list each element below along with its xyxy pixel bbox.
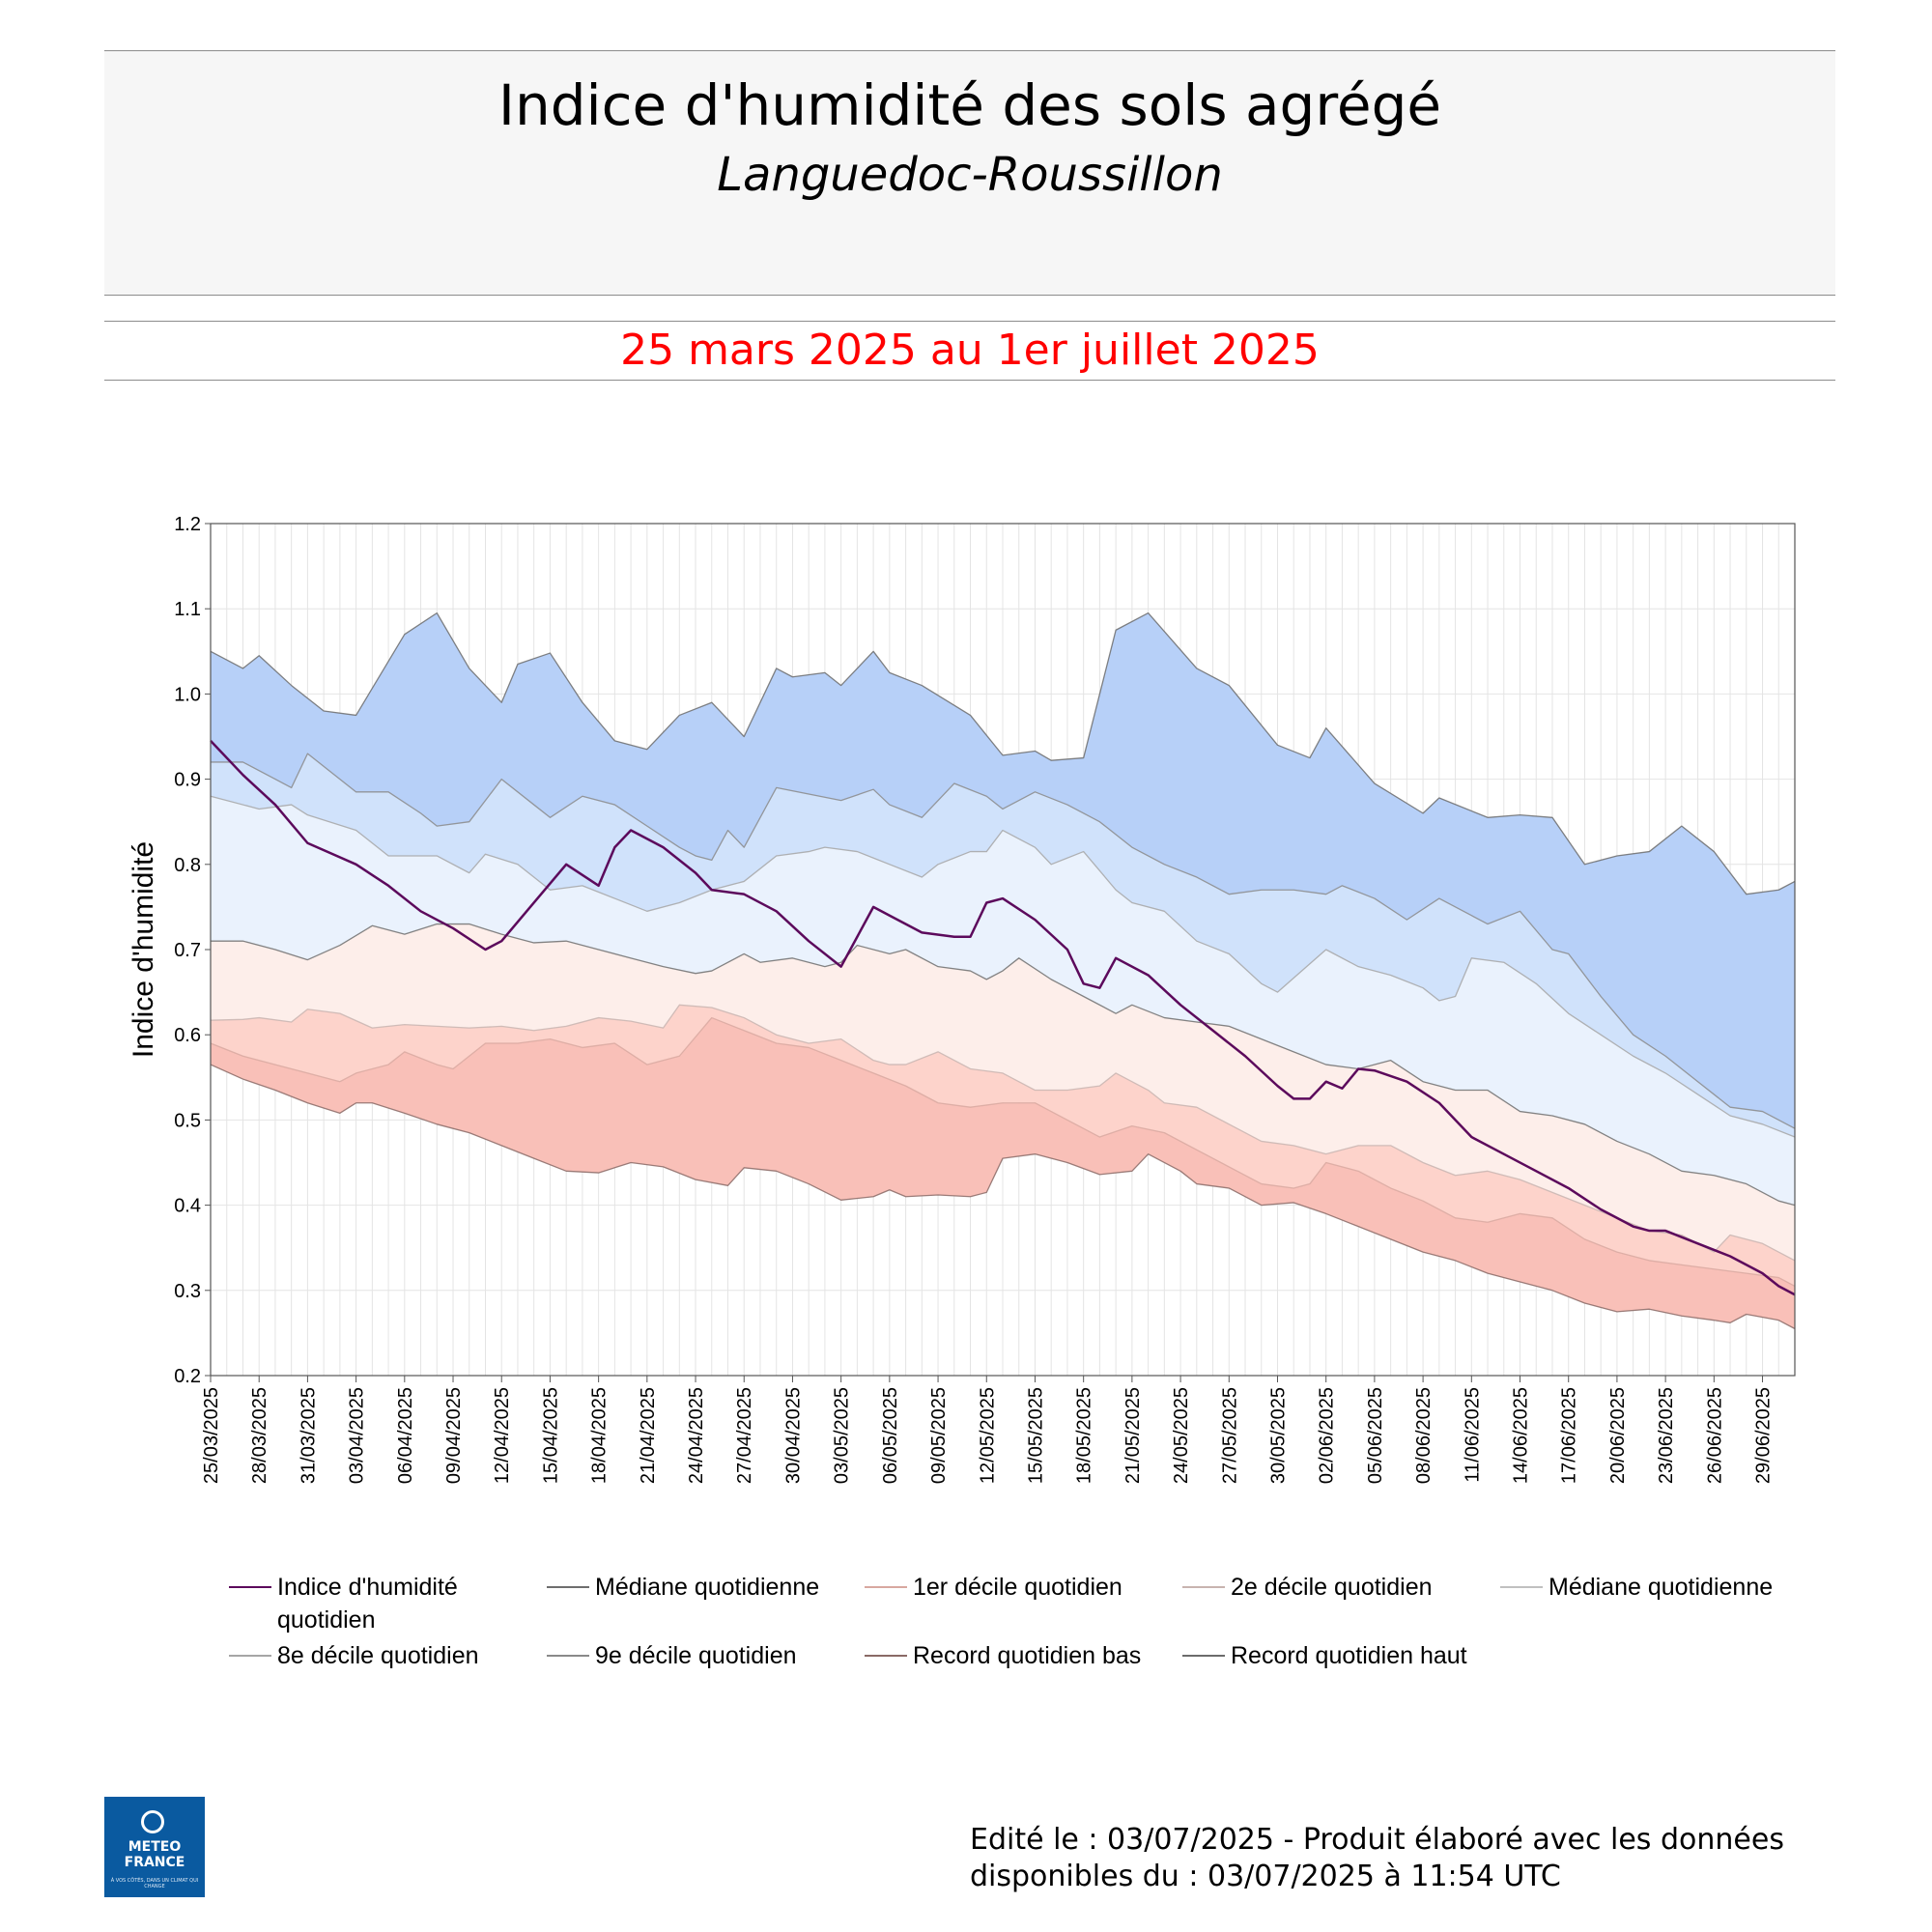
y-tick-label: 0.6 (174, 1025, 201, 1046)
chart-subtitle: Languedoc-Roussillon (717, 148, 1223, 202)
title-panel: Indice d'humidité des sols agrégé Langue… (104, 50, 1835, 296)
y-tick-label: 1.0 (174, 684, 201, 705)
x-tick-label: 20/06/2025 (1607, 1387, 1629, 1484)
x-tick-label: 21/04/2025 (638, 1387, 659, 1484)
series-line-9e-d-cile-quotidien (211, 753, 1796, 1129)
x-tick-label: 05/06/2025 (1365, 1387, 1386, 1484)
legend-swatch (547, 1586, 589, 1588)
legend-swatch (865, 1655, 907, 1657)
legend-label: Médiane quotidienne (595, 1574, 820, 1601)
edition-footer: Edité le : 03/07/2025 - Produit élaboré … (970, 1822, 1839, 1895)
x-tick-label: 26/06/2025 (1704, 1387, 1725, 1484)
x-tick-label: 25/03/2025 (201, 1387, 222, 1484)
footer-line-2: disponibles du : 03/07/2025 à 11:54 UTC (970, 1860, 1561, 1893)
legend-label: Indice d'humidité quotidien (277, 1574, 458, 1634)
y-tick-label: 1.1 (174, 599, 201, 620)
legend-label: 8e décile quotidien (277, 1642, 479, 1669)
legend-label: Médiane quotidienne (1548, 1574, 1774, 1601)
legend-swatch (1500, 1586, 1543, 1588)
chart-title: Indice d'humidité des sols agrégé (497, 72, 1442, 138)
x-tick-label: 02/06/2025 (1317, 1387, 1338, 1484)
x-tick-label: 06/05/2025 (880, 1387, 901, 1484)
series-line-record-quotidien-bas (210, 1064, 1796, 1330)
x-tick-label: 08/06/2025 (1413, 1387, 1435, 1484)
x-tick-label: 17/06/2025 (1559, 1387, 1580, 1484)
y-tick-label: 0.3 (174, 1281, 201, 1302)
x-tick-label: 29/06/2025 (1753, 1387, 1775, 1484)
band-d9-record-haut (211, 612, 1795, 1129)
x-tick-label: 15/05/2025 (1025, 1387, 1046, 1484)
x-tick-label: 09/04/2025 (443, 1387, 465, 1484)
y-tick-label: 0.9 (174, 770, 201, 791)
band-record-bas-d1 (211, 1017, 1795, 1329)
y-axis-label: Indice d'humidité (128, 841, 159, 1058)
legend-swatch (547, 1655, 589, 1657)
legend-swatch (229, 1586, 271, 1588)
x-tick-label: 24/04/2025 (686, 1387, 707, 1484)
x-tick-label: 09/05/2025 (928, 1387, 950, 1484)
series-line-2e-d-cile-quotidien (210, 1004, 1796, 1262)
logo-tagline: À VOS CÔTÉS, DANS UN CLIMAT QUI CHANGE (110, 1878, 199, 1889)
y-tick-label: 1.2 (174, 514, 201, 535)
series-line-indice-d-humidit-quotidien (210, 740, 1796, 1296)
x-tick-label: 21/05/2025 (1122, 1387, 1144, 1484)
legend-label: Record quotidien bas (913, 1642, 1142, 1669)
band-median-d8 (211, 796, 1795, 1206)
y-tick-label: 0.4 (174, 1196, 201, 1217)
footer-line-1: Edité le : 03/07/2025 - Produit élaboré … (970, 1823, 1784, 1857)
series-line-m-diane-quotidienne (211, 923, 1796, 1207)
x-tick-label: 27/05/2025 (1219, 1387, 1240, 1484)
period-label: 25 mars 2025 au 1er juillet 2025 (620, 326, 1320, 375)
x-tick-label: 03/05/2025 (832, 1387, 853, 1484)
x-tick-label: 15/04/2025 (540, 1387, 561, 1484)
humidity-chart: 0.2 0.3 0.4 0.5 0.6 0.7 0.8 0.9 1.0 1.1 1.2 25/03/2… (128, 514, 1796, 1484)
series-line-record-quotidien-haut (210, 611, 1796, 895)
band-d1-d2 (211, 1005, 1795, 1287)
x-tick-label: 18/04/2025 (589, 1387, 611, 1484)
x-tick-label: 11/06/2025 (1462, 1387, 1483, 1483)
x-tick-label: 12/04/2025 (492, 1387, 513, 1484)
legend-label: 9e décile quotidien (595, 1642, 797, 1669)
legend-label: 2e décile quotidien (1231, 1574, 1433, 1601)
x-tick-label: 06/04/2025 (395, 1387, 416, 1484)
y-tick-label: 0.5 (174, 1110, 201, 1131)
meteo-france-logo-icon (141, 1810, 164, 1833)
period-panel: 25 mars 2025 au 1er juillet 2025 (104, 321, 1835, 381)
legend-label: Record quotidien haut (1231, 1642, 1467, 1669)
x-tick-label: 14/06/2025 (1511, 1387, 1532, 1484)
x-tick-label: 31/03/2025 (298, 1387, 319, 1484)
series-line-8e-d-cile-quotidien (210, 795, 1796, 1138)
x-tick-label: 12/05/2025 (977, 1387, 998, 1484)
x-tick-label: 28/03/2025 (249, 1387, 270, 1484)
legend-swatch (1182, 1655, 1225, 1657)
x-tick-label: 24/05/2025 (1171, 1387, 1192, 1484)
x-tick-label: 18/05/2025 (1074, 1387, 1095, 1484)
meteo-france-logo: METEO FRANCE À VOS CÔTÉS, DANS UN CLIMAT… (104, 1797, 205, 1897)
x-tick-label: 30/05/2025 (1267, 1387, 1289, 1484)
x-tick-label: 27/04/2025 (734, 1387, 755, 1484)
series-line-1er-d-cile-quotidien (210, 1016, 1796, 1287)
x-tick-label: 03/04/2025 (347, 1387, 368, 1484)
legend-swatch (865, 1586, 907, 1588)
band-d8-d9 (211, 753, 1795, 1138)
y-tick-label: 0.2 (174, 1366, 201, 1387)
legend-label: 1er décile quotidien (913, 1574, 1122, 1601)
band-d2-median (211, 923, 1795, 1261)
y-tick-label: 0.8 (174, 855, 201, 876)
x-tick-label: 23/06/2025 (1656, 1387, 1677, 1484)
legend-swatch (1182, 1586, 1225, 1588)
y-tick-label: 0.7 (174, 940, 201, 961)
x-tick-label: 30/04/2025 (782, 1387, 804, 1484)
logo-text: METEO FRANCE (124, 1839, 185, 1870)
legend-swatch (229, 1655, 271, 1657)
